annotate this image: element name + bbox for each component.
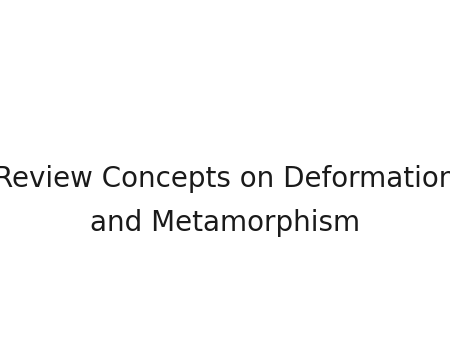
Text: Review Concepts on Deformation: Review Concepts on Deformation	[0, 165, 450, 193]
Text: and Metamorphism: and Metamorphism	[90, 209, 360, 237]
